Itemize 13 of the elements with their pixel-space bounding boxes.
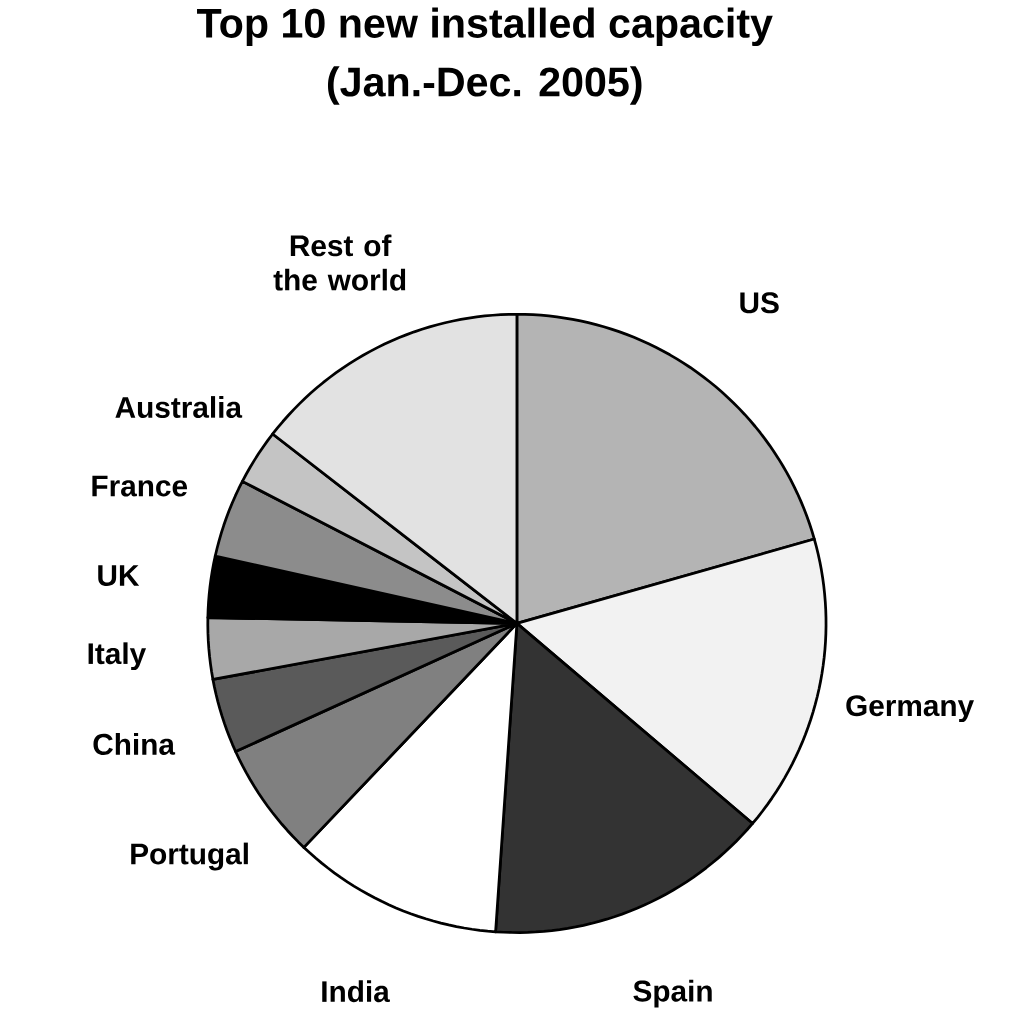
slice-label: Germany (846, 695, 974, 722)
slice-label: Australia (115, 395, 243, 418)
chart-title: Top 10 new installed capacity (197, 7, 773, 46)
slice-label: US (740, 292, 779, 314)
slice-label: China (93, 732, 176, 755)
slice-label: Portugal (131, 842, 248, 871)
slice-label: Italy (88, 642, 147, 670)
slice-label: France (92, 475, 188, 497)
slice-label: Spain (633, 979, 712, 1008)
slice-label: India (322, 980, 390, 1003)
slice-label: Rest of the world (273, 234, 406, 291)
chart-subtitle: (Jan.-Dec. 2005) (327, 66, 642, 105)
slice-label: UK (98, 565, 140, 586)
